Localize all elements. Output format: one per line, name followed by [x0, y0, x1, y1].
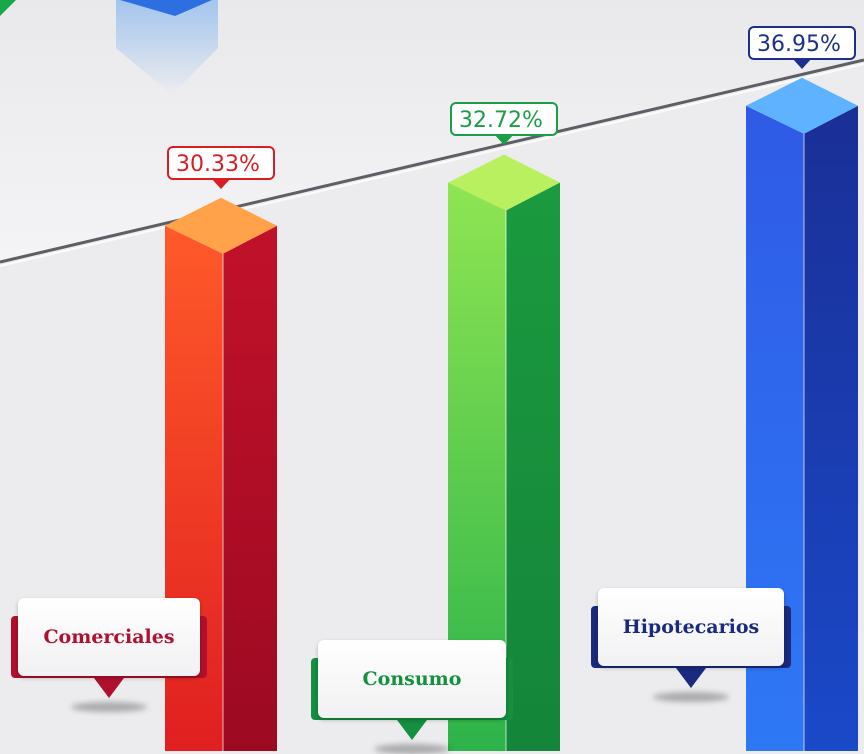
category-label-pointer	[397, 720, 427, 740]
faded-top-green-cap	[0, 0, 16, 16]
value-label-hipotecarios: 36.95%	[748, 25, 856, 69]
faded-bar-top	[116, 0, 218, 95]
category-label-text: Comerciales	[18, 598, 200, 676]
value-label-consumo: 32.72%	[450, 102, 558, 146]
category-label-pointer	[94, 678, 124, 698]
category-label-text: Consumo	[318, 640, 506, 718]
value-label-comerciales: 30.33%	[167, 145, 275, 189]
category-label-text: Hipotecarios	[598, 588, 784, 666]
diagonal-separator	[0, 58, 864, 264]
faded-top-blue-cap	[120, 0, 212, 16]
bar-top-cap	[746, 77, 858, 134]
bar-side-face	[223, 225, 277, 751]
bar-front-face	[448, 182, 506, 751]
bar-side-face	[804, 105, 858, 751]
bar-top-cap	[448, 154, 560, 211]
category-label-pointer	[676, 668, 706, 688]
bar-top-cap	[165, 197, 277, 254]
bar-hipotecarios	[746, 77, 858, 751]
bar-consumo	[448, 154, 560, 751]
bar-side-face	[506, 182, 560, 751]
